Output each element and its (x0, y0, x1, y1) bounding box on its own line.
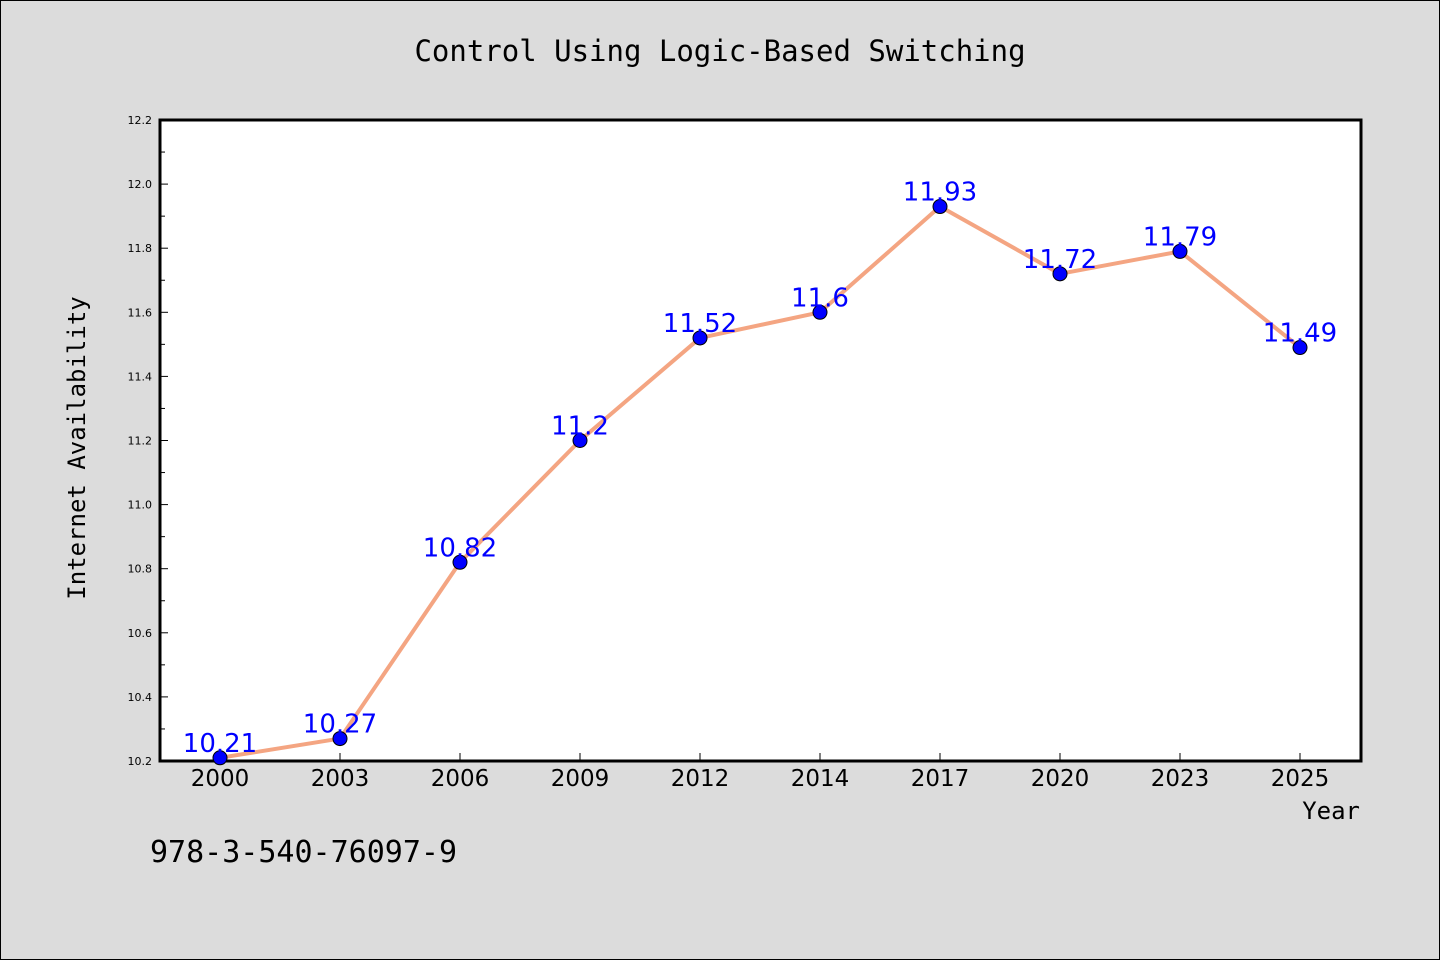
data-labels: 10.21 10.27 10.82 11.2 11.52 11.6 11.93 11.72 11… (183, 178, 1337, 759)
data-point (692, 330, 708, 346)
data-point (332, 731, 348, 747)
y-tick-label: 10.2 (128, 755, 153, 768)
x-tick-label: 2020 (1031, 766, 1090, 792)
data-label: 11.2 (551, 412, 609, 442)
x-axis-label: Year (1302, 797, 1360, 825)
series-line (218, 204, 1302, 760)
data-point (212, 750, 228, 766)
x-tick-label: 2003 (311, 766, 370, 792)
x-tick-label: 2017 (911, 766, 970, 792)
data-label: 11.79 (1143, 222, 1217, 252)
y-tick-label: 11.0 (128, 499, 153, 512)
data-label: 11.52 (663, 309, 737, 339)
y-tick-label: 12.2 (128, 114, 153, 127)
x-tick-label: 2012 (671, 766, 730, 792)
data-point (932, 199, 948, 215)
x-tick-label: 2014 (791, 766, 850, 792)
y-tick-label: 11.8 (128, 242, 153, 255)
data-point (572, 433, 588, 448)
data-label: 11.72 (1023, 245, 1097, 275)
x-tick-label: 2006 (431, 766, 490, 792)
x-tick-label: 2000 (191, 766, 250, 792)
y-tick-label: 12.0 (128, 178, 153, 191)
data-point (1052, 266, 1068, 282)
y-tick-label: 11.6 (128, 306, 153, 319)
y-tick-label: 10.4 (128, 691, 153, 704)
y-tick-label: 11.4 (128, 370, 153, 383)
data-label: 10.21 (183, 729, 257, 759)
y-axis: 10.2 10.4 10.6 10.8 11.0 11.2 11.4 11.6 11.8 12.0… (128, 114, 168, 768)
series-group (212, 199, 1308, 766)
y-tick-label: 10.6 (128, 627, 153, 640)
plot-area (158, 118, 1363, 763)
y-tick-label: 10.8 (128, 563, 153, 576)
data-point (1292, 340, 1308, 356)
x-tick-label: 2025 (1271, 766, 1330, 792)
x-axis: 2000 2003 2006 2009 2012 2014 2017 2020 2023 2025 (191, 753, 1330, 792)
chart-title: Control Using Logic-Based Switching (414, 34, 1026, 68)
data-label: 10.27 (303, 710, 377, 740)
x-tick-label: 2023 (1151, 766, 1210, 792)
data-label: 11.93 (903, 178, 977, 208)
data-point (812, 304, 828, 320)
footnote-isbn: 978-3-540-76097-9 (150, 835, 458, 870)
data-label: 11.6 (791, 283, 849, 313)
data-label: 11.49 (1263, 319, 1337, 349)
data-point (452, 554, 468, 570)
x-tick-label: 2009 (551, 766, 610, 792)
data-label: 10.82 (423, 533, 497, 563)
data-point (1172, 243, 1188, 259)
y-tick-label: 11.2 (128, 435, 153, 448)
